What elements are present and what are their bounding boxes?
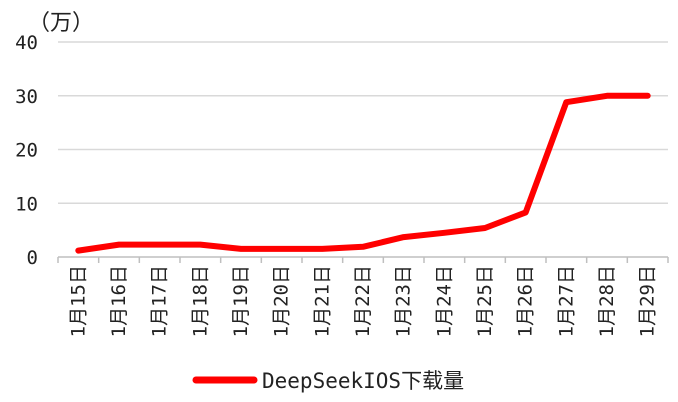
x-tick-label: 1月27日 — [555, 265, 577, 337]
x-axis-ticks: 1月15日 1月16日 1月17日 1月18日 1月19日 1月20日 1月21日 1月22日… — [67, 265, 658, 337]
y-axis-ticks: 0 10 20 30 40 — [15, 32, 38, 269]
y-tick-label: 40 — [15, 32, 38, 54]
x-tick-label: 1月20日 — [271, 265, 293, 337]
x-tick-label: 1月21日 — [311, 265, 333, 337]
x-tick-label: 1月22日 — [352, 265, 374, 337]
legend-label: DeepSeekIOS下载量 — [262, 369, 464, 393]
x-tick-label: 1月17日 — [149, 265, 171, 337]
y-tick-label: 20 — [15, 140, 38, 162]
x-tick-label: 1月25日 — [474, 265, 496, 337]
legend: DeepSeekIOS下载量 — [192, 369, 464, 393]
y-tick-label: 30 — [15, 86, 38, 108]
x-tick-label: 1月24日 — [433, 265, 455, 337]
gridlines — [58, 41, 668, 204]
x-tick-label: 1月23日 — [393, 265, 415, 337]
x-tick-label: 1月16日 — [108, 265, 130, 337]
y-tick-label: 10 — [15, 193, 38, 215]
x-tick-label: 1月29日 — [637, 265, 659, 337]
y-axis-unit-label: （万） — [28, 11, 94, 36]
y-tick-label: 0 — [27, 247, 38, 269]
x-axis — [57, 256, 669, 263]
x-tick-label: 1月15日 — [67, 265, 89, 337]
series-layer — [75, 92, 651, 254]
series-line — [75, 92, 651, 254]
x-tick-label: 1月18日 — [189, 265, 211, 337]
x-tick-label: 1月26日 — [515, 265, 537, 337]
x-tick-label: 1月19日 — [230, 265, 252, 337]
x-tick-label: 1月28日 — [596, 265, 618, 337]
